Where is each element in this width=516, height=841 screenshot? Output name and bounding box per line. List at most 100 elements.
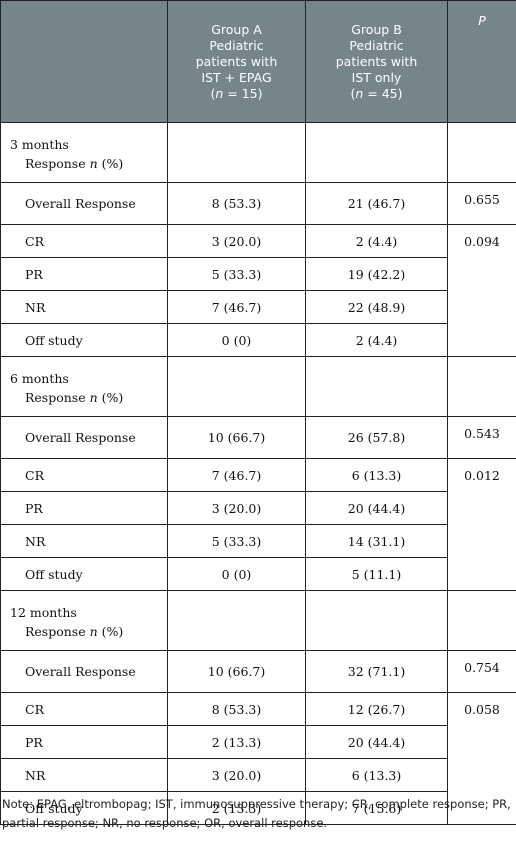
row-label: Overall Response (0, 416, 168, 459)
group-a-value: 8 (53.3) (167, 182, 306, 225)
section-response-label: Response n (%) (10, 154, 167, 173)
section-response-label: Response n (%) (10, 388, 167, 407)
p-value: 0.058 (447, 692, 516, 825)
row-label: NR (0, 290, 168, 324)
table-row: CR 3 (20.0) 2 (4.4) 0.094 (0, 224, 516, 357)
table-row: NR 3 (20.0) 6 (13.3) (0, 758, 516, 792)
table-row: PR 5 (33.3) 19 (42.2) (0, 257, 516, 291)
header-p-value: P (447, 0, 516, 123)
group-b-value: 2 (4.4) (305, 323, 448, 357)
section-row: 12 months Response n (%) (0, 590, 516, 651)
group-b-value: 19 (42.2) (305, 257, 448, 291)
percent-text: (%) (97, 390, 124, 405)
section-label-cell: 3 months Response n (%) (0, 122, 168, 183)
row-label: Off study (0, 557, 168, 591)
header-group-a-line: Group A (211, 21, 262, 37)
header-row: Group A Pediatric patients with IST + EP… (0, 0, 516, 123)
response-text: Response (25, 390, 90, 405)
table-row: NR 7 (46.7) 22 (48.9) (0, 290, 516, 324)
header-group-b-line: Pediatric (349, 37, 404, 53)
row-label: CR (0, 224, 168, 258)
group-b-value: 26 (57.8) (305, 416, 448, 459)
section-empty-cell (167, 122, 306, 183)
n-value: = 45) (363, 85, 403, 101)
n-italic: n (89, 624, 98, 639)
header-empty-cell (0, 0, 168, 123)
group-b-value: 5 (11.1) (305, 557, 448, 591)
row-label: PR (0, 725, 168, 759)
n-italic: n (215, 85, 224, 101)
section-empty-cell (447, 356, 516, 417)
header-group-b-line: IST only (351, 69, 402, 85)
p-value: 0.655 (447, 182, 516, 225)
section-period: 12 months (10, 605, 77, 620)
table-row: Overall Response 10 (66.7) 32 (71.1) 0.754 (0, 650, 516, 693)
group-b-value: 6 (13.3) (305, 758, 448, 792)
group-a-value: 8 (53.3) (167, 692, 306, 726)
table-row: PR 2 (13.3) 20 (44.4) (0, 725, 516, 759)
section-row: 6 months Response n (%) (0, 356, 516, 417)
group-b-value: 20 (44.4) (305, 725, 448, 759)
group-b-value: 20 (44.4) (305, 491, 448, 525)
header-group-a-line: patients with (195, 53, 278, 69)
group-b-value: 32 (71.1) (305, 650, 448, 693)
table-row: Overall Response 8 (53.3) 21 (46.7) 0.655 (0, 182, 516, 225)
n-italic: n (89, 156, 98, 171)
table-row: NR 5 (33.3) 14 (31.1) (0, 524, 516, 558)
group-a-value: 5 (33.3) (167, 524, 306, 558)
response-text: Response (25, 156, 90, 171)
section-period: 6 months (10, 371, 69, 386)
table-row: Off study 0 (0) 2 (4.4) (0, 323, 516, 357)
table-row: Off study 0 (0) 5 (11.1) (0, 557, 516, 591)
percent-text: (%) (97, 156, 124, 171)
group-a-value: 0 (0) (167, 323, 306, 357)
group-b-value: 2 (4.4) (305, 224, 448, 258)
n-italic: n (355, 85, 364, 101)
response-text: Response (25, 624, 90, 639)
percent-text: (%) (97, 624, 124, 639)
section-empty-cell (305, 590, 448, 651)
header-group-a: Group A Pediatric patients with IST + EP… (167, 0, 306, 123)
table-row: PR 3 (20.0) 20 (44.4) (0, 491, 516, 525)
group-a-value: 0 (0) (167, 557, 306, 591)
table-body: 3 months Response n (%) Overall Response 8 … (0, 122, 516, 825)
section-period: 3 months (10, 137, 69, 152)
header-group-b-n: (n = 45) (306, 86, 447, 102)
group-a-value: 7 (46.7) (167, 458, 306, 492)
group-a-value: 2 (13.3) (167, 725, 306, 759)
p-value: 0.754 (447, 650, 516, 693)
table-row: CR 8 (53.3) 12 (26.7) 0.058 (0, 692, 516, 825)
section-empty-cell (305, 356, 448, 417)
header-group-b-line: patients with (335, 53, 418, 69)
group-a-value: 5 (33.3) (167, 257, 306, 291)
section-empty-cell (167, 356, 306, 417)
group-b-value: 21 (46.7) (305, 182, 448, 225)
row-label: PR (0, 491, 168, 525)
row-label: NR (0, 758, 168, 792)
header-group-a-line: IST + EPAG (201, 69, 272, 85)
paren-text: ( (350, 85, 356, 101)
group-a-value: 7 (46.7) (167, 290, 306, 324)
row-label: Overall Response (0, 650, 168, 693)
group-b-value: 22 (48.9) (305, 290, 448, 324)
header-group-b: Group B Pediatric patients with IST only… (305, 0, 448, 123)
group-b-value: 7 (15.6) (305, 791, 448, 825)
paren-text: ( (210, 85, 216, 101)
section-row: 3 months Response n (%) (0, 122, 516, 183)
section-response-label: Response n (%) (10, 622, 167, 641)
row-label: CR (0, 458, 168, 492)
group-a-value: 10 (66.7) (167, 650, 306, 693)
group-b-value: 12 (26.7) (305, 692, 448, 726)
header-group-b-line: Group B (351, 21, 402, 37)
section-label-cell: 6 months Response n (%) (0, 356, 168, 417)
p-value: 0.543 (447, 416, 516, 459)
section-empty-cell (447, 590, 516, 651)
group-a-value: 3 (20.0) (167, 758, 306, 792)
p-value: 0.012 (447, 458, 516, 591)
row-label: Overall Response (0, 182, 168, 225)
group-a-value: 3 (20.0) (167, 491, 306, 525)
row-label: Off study (0, 791, 168, 825)
group-a-value: 3 (20.0) (167, 224, 306, 258)
